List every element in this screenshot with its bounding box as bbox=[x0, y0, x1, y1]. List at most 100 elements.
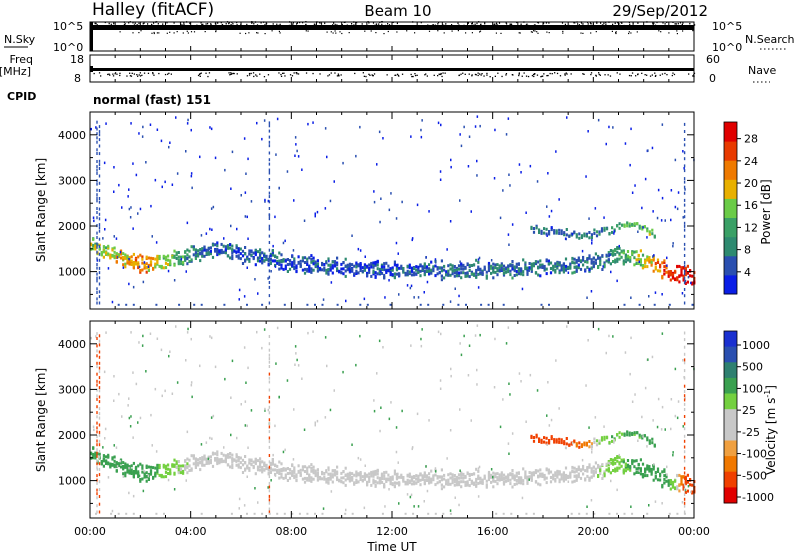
echo-cell bbox=[434, 467, 437, 470]
echo-cell bbox=[475, 484, 478, 488]
echo-cell bbox=[107, 476, 110, 479]
nsky-dot bbox=[220, 21, 222, 24]
echo-cell bbox=[451, 269, 454, 273]
echo-cell bbox=[683, 512, 686, 515]
echo-cell bbox=[629, 163, 631, 167]
echo-cell bbox=[141, 268, 144, 272]
nsky-dot bbox=[375, 23, 377, 26]
echo-cell bbox=[156, 468, 159, 472]
nave-dot bbox=[527, 75, 530, 78]
echo-cell bbox=[244, 424, 247, 427]
echo-cell bbox=[584, 469, 587, 473]
echo-cell bbox=[280, 253, 283, 257]
echo-cell bbox=[507, 442, 510, 445]
echo-cell bbox=[151, 235, 153, 238]
echo-cell bbox=[661, 293, 663, 296]
echo-cell bbox=[592, 465, 595, 469]
echo-cell bbox=[113, 444, 115, 447]
echo-cell bbox=[646, 464, 649, 468]
cpid-value: normal (fast) 151 bbox=[93, 93, 211, 107]
echo-cell bbox=[562, 268, 565, 272]
nsky-dot bbox=[108, 22, 110, 25]
echo-cell bbox=[637, 439, 639, 442]
echo-cell bbox=[635, 258, 638, 262]
echo-cell bbox=[299, 471, 302, 475]
echo-cell bbox=[250, 253, 253, 257]
echo-cell bbox=[494, 270, 497, 274]
echo-cell bbox=[104, 218, 107, 222]
nave-dot bbox=[646, 74, 648, 76]
echo-cell bbox=[683, 493, 686, 496]
echo-cell bbox=[571, 465, 574, 469]
nsky-dot bbox=[288, 24, 290, 27]
nsearch-dot bbox=[204, 31, 206, 33]
echo-cell bbox=[539, 259, 542, 263]
nsky-dot bbox=[381, 21, 383, 23]
colorbar-segment bbox=[724, 179, 737, 199]
echo-cell bbox=[457, 303, 460, 306]
nave-dot bbox=[474, 73, 477, 76]
echo-cell bbox=[534, 469, 538, 473]
echo-cell bbox=[440, 259, 443, 263]
nave-dot bbox=[590, 72, 593, 74]
echo-cell bbox=[612, 469, 615, 472]
nave-dot bbox=[373, 73, 376, 75]
echo-cell bbox=[635, 467, 638, 471]
nsky-dot bbox=[207, 22, 209, 25]
echo-cell bbox=[268, 498, 271, 502]
echo-cell bbox=[476, 174, 478, 177]
echo-cell bbox=[268, 440, 271, 444]
echo-cell bbox=[316, 264, 319, 268]
nave-dot bbox=[444, 72, 446, 74]
echo-cell bbox=[149, 332, 152, 335]
nave-dot bbox=[471, 74, 473, 76]
nave-dot bbox=[131, 72, 133, 74]
echo-cell bbox=[96, 207, 98, 210]
echo-cell bbox=[135, 173, 138, 177]
x-tick-label: 08:00 bbox=[275, 525, 307, 538]
echo-cell bbox=[562, 477, 565, 481]
echo-cell bbox=[476, 115, 479, 118]
echo-cell bbox=[490, 259, 493, 262]
echo-cell bbox=[107, 267, 110, 270]
echo-cell bbox=[664, 219, 666, 222]
echo-cell bbox=[331, 473, 334, 477]
echo-cell bbox=[295, 475, 298, 479]
echo-cell bbox=[149, 260, 153, 264]
nave-dot bbox=[437, 75, 439, 77]
echo-cell bbox=[111, 300, 114, 304]
echo-cell bbox=[612, 126, 614, 129]
echo-cell bbox=[684, 273, 687, 277]
echo-cell bbox=[237, 465, 240, 469]
echo-cell bbox=[238, 507, 240, 510]
echo-cell bbox=[653, 254, 655, 257]
echo-cell bbox=[276, 512, 279, 515]
nsky-dot bbox=[675, 23, 677, 25]
echo-cell bbox=[684, 491, 687, 494]
echo-cell bbox=[401, 409, 403, 413]
echo-cell bbox=[398, 475, 401, 479]
nave-dot bbox=[565, 72, 567, 74]
echo-cell bbox=[683, 408, 686, 411]
colorbar-tick-label: -100 bbox=[742, 448, 767, 461]
echo-cell bbox=[96, 435, 98, 439]
echo-cell bbox=[402, 267, 405, 270]
colorbar-segment bbox=[724, 409, 737, 426]
nsky-dot bbox=[437, 21, 440, 24]
echo-cell bbox=[164, 255, 168, 259]
echo-cell bbox=[246, 303, 248, 306]
echo-cell bbox=[98, 366, 101, 370]
nave-dot bbox=[673, 73, 676, 76]
echo-cell bbox=[466, 471, 469, 475]
echo-cell bbox=[268, 501, 271, 505]
echo-cell bbox=[162, 463, 165, 467]
echo-cell bbox=[96, 454, 98, 458]
echo-cell bbox=[524, 476, 527, 480]
echo-cell bbox=[353, 264, 356, 268]
echo-cell bbox=[94, 247, 97, 251]
echo-cell bbox=[310, 257, 313, 261]
echo-cell bbox=[295, 352, 297, 355]
echo-cell bbox=[477, 481, 480, 485]
echo-cell bbox=[252, 257, 255, 261]
echo-cell bbox=[611, 435, 614, 439]
